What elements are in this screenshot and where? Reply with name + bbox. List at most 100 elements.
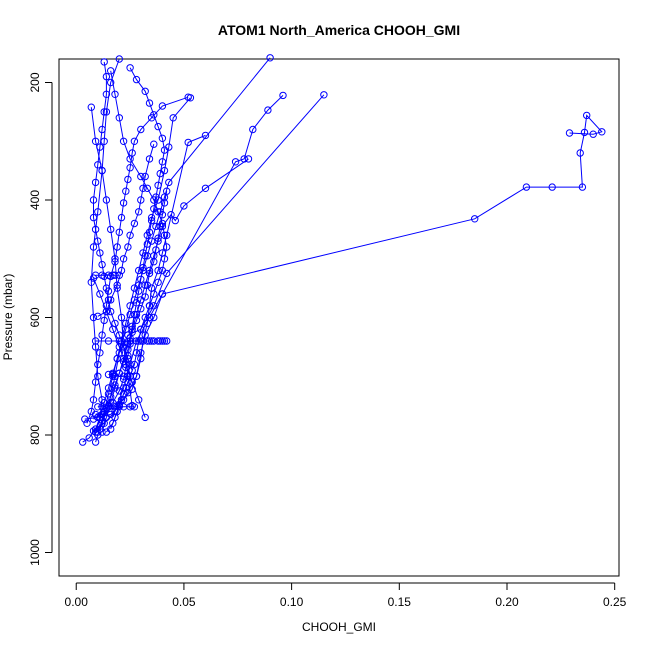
data-point <box>96 349 104 357</box>
data-point <box>109 399 117 407</box>
x-axis: 0.00 0.05 0.10 0.15 0.20 0.25 <box>65 582 627 609</box>
data-point <box>156 222 164 231</box>
y-tick-label: 1000 <box>28 539 42 566</box>
data-point <box>102 90 111 99</box>
data-point <box>89 196 98 204</box>
data-point <box>158 134 167 143</box>
data-point <box>132 316 141 325</box>
data-point <box>98 125 106 134</box>
data-point <box>578 183 587 191</box>
data-point <box>150 290 158 298</box>
data-point <box>201 131 210 140</box>
data-point <box>109 325 117 333</box>
data-point <box>137 196 145 204</box>
data-point <box>201 184 210 193</box>
data-point <box>104 403 113 411</box>
profile-line-20 <box>90 107 133 406</box>
data-point <box>163 187 171 195</box>
x-tick-label: 0.10 <box>280 595 304 609</box>
data-point <box>141 172 149 181</box>
data-point <box>128 401 136 410</box>
profile-line-18 <box>86 96 189 424</box>
data-point <box>89 313 98 322</box>
data-point <box>471 215 479 223</box>
data-point <box>143 252 152 260</box>
data-point <box>244 155 253 163</box>
data-point <box>111 381 119 389</box>
data-point <box>152 246 160 254</box>
data-point <box>154 266 162 275</box>
data-point <box>141 413 149 422</box>
data-point <box>113 354 121 363</box>
data-point <box>143 240 152 248</box>
data-point <box>160 231 169 240</box>
x-tick-label: 0.05 <box>172 595 196 609</box>
data-point <box>150 313 158 322</box>
data-point <box>141 87 149 96</box>
data-point <box>102 196 111 204</box>
data-point <box>320 91 328 99</box>
data-point <box>137 305 145 313</box>
data-point <box>150 258 158 266</box>
data-point <box>145 228 154 237</box>
data-point <box>135 396 143 404</box>
data-point <box>264 106 272 114</box>
data-point <box>163 243 171 251</box>
data-point <box>91 225 100 234</box>
data-point <box>139 184 147 193</box>
chart-title: ATOM1 North_America CHOOH_GMI <box>218 22 460 38</box>
data-point <box>158 102 167 110</box>
data-point <box>109 370 117 379</box>
data-point <box>124 175 132 184</box>
profile-line-16 <box>93 277 146 418</box>
data-point <box>111 271 119 279</box>
y-tick-label: 600 <box>28 307 42 327</box>
data-point <box>98 166 106 175</box>
data-point <box>184 93 192 101</box>
data-point <box>115 114 124 122</box>
data-point <box>139 263 147 272</box>
data-point <box>91 137 100 146</box>
profile-line-17 <box>97 144 155 317</box>
data-point <box>147 114 156 122</box>
data-point <box>128 149 136 157</box>
data-point <box>143 281 152 289</box>
data-point <box>143 184 152 193</box>
data-point <box>89 274 98 282</box>
data-point <box>94 428 102 436</box>
data-point <box>160 255 169 263</box>
data-point <box>100 58 108 66</box>
profile-line-19 <box>95 191 168 415</box>
data-point <box>126 164 134 172</box>
data-point <box>154 122 162 131</box>
data-point <box>126 64 134 72</box>
data-point <box>165 178 173 187</box>
data-point <box>87 278 96 286</box>
data-point <box>145 269 154 278</box>
data-point <box>89 243 98 251</box>
data-point <box>91 337 100 345</box>
data-point <box>158 266 167 275</box>
data-point <box>107 307 115 316</box>
data-point <box>158 158 167 166</box>
data-point <box>184 138 192 147</box>
data-point <box>115 228 124 237</box>
data-point <box>158 337 167 345</box>
data-point <box>89 213 98 222</box>
data-point <box>135 287 143 295</box>
data-point <box>79 438 87 446</box>
y-tick-label: 200 <box>28 72 42 92</box>
data-point <box>145 337 154 345</box>
data-point <box>107 78 115 87</box>
data-point <box>115 387 124 395</box>
data-point <box>126 310 134 319</box>
data-point <box>137 125 145 134</box>
data-point <box>154 234 162 242</box>
data-point <box>87 103 96 111</box>
data-point <box>266 54 274 62</box>
data-point <box>119 199 128 207</box>
data-point <box>107 225 115 234</box>
data-point <box>91 410 100 419</box>
profile-line-10 <box>97 67 166 433</box>
data-point <box>117 313 126 322</box>
